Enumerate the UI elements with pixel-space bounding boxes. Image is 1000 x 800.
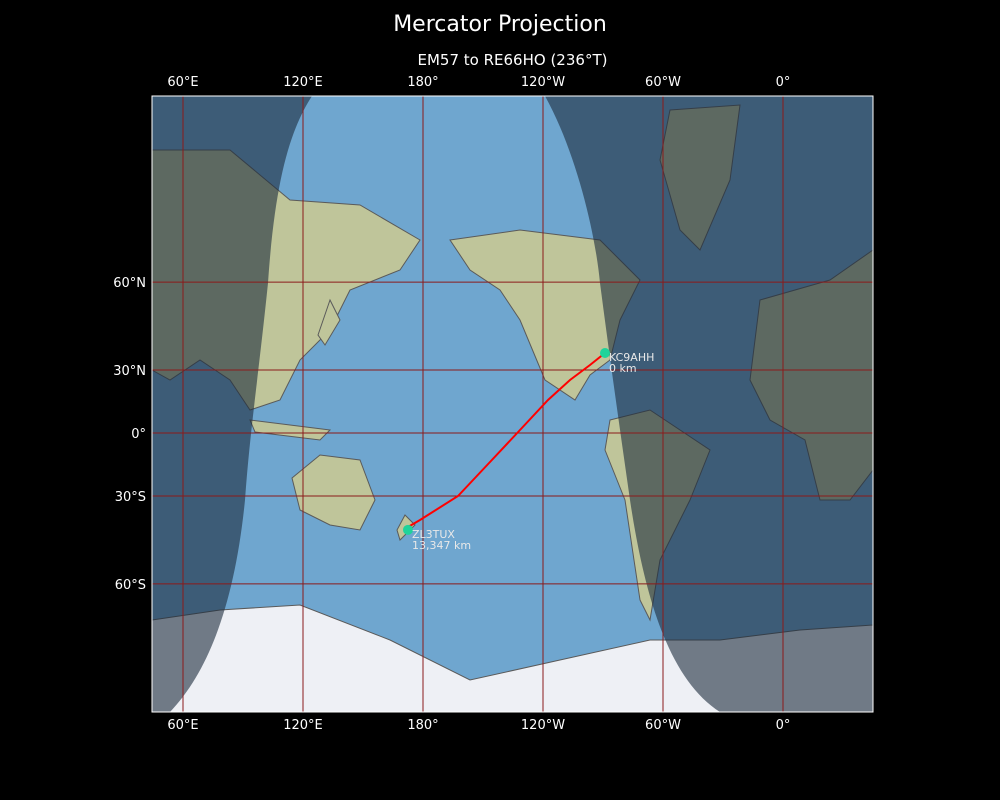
lon-tick-label-bottom: 60°E	[167, 718, 198, 733]
station-distance: 0 km	[609, 362, 637, 375]
lat-tick-label: 30°N	[113, 364, 146, 379]
lon-tick-label-top: 0°	[776, 75, 791, 90]
station-callsign: ZL3TUX	[412, 528, 455, 541]
lon-tick-label-top: 120°W	[521, 75, 565, 90]
lat-tick-label: 0°	[131, 427, 146, 442]
station-callsign: KC9AHH	[609, 351, 654, 364]
station-marker	[600, 347, 610, 358]
lat-tick-label: 60°S	[115, 578, 146, 593]
great-circle-path	[407, 352, 606, 528]
chart-title: Mercator Projection	[393, 12, 607, 37]
station-marker	[403, 524, 413, 535]
station-distance: 13,347 km	[412, 539, 471, 552]
lon-tick-label-bottom: 0°	[776, 718, 791, 733]
lon-tick-label-top: 180°	[407, 75, 438, 90]
lon-tick-label-bottom: 120°W	[521, 718, 565, 733]
chart-subtitle: EM57 to RE66HO (236°T)	[417, 51, 608, 69]
lat-tick-label: 60°N	[113, 276, 146, 291]
lon-tick-label-bottom: 180°	[407, 718, 438, 733]
lat-tick-label: 30°S	[115, 490, 146, 505]
lon-tick-label-bottom: 120°E	[283, 718, 323, 733]
lon-tick-label-top: 120°E	[283, 75, 323, 90]
lon-tick-label-top: 60°E	[167, 75, 198, 90]
map-frame	[151, 95, 874, 713]
lon-tick-label-bottom: 60°W	[645, 718, 681, 733]
night-shading	[152, 96, 873, 712]
lon-tick-label-top: 60°W	[645, 75, 681, 90]
